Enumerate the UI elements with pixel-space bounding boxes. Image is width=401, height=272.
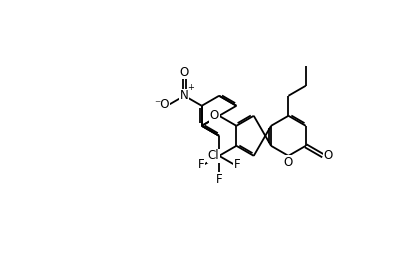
Text: ⁻O: ⁻O: [154, 98, 169, 111]
Text: F: F: [215, 173, 222, 186]
Text: O: O: [209, 109, 219, 122]
Text: N: N: [180, 89, 188, 102]
Text: O: O: [283, 156, 292, 169]
Text: O: O: [179, 66, 188, 79]
Text: F: F: [233, 158, 240, 171]
Text: +: +: [187, 83, 194, 92]
Text: F: F: [197, 158, 204, 171]
Text: O: O: [322, 149, 332, 162]
Text: Cl: Cl: [207, 149, 219, 162]
